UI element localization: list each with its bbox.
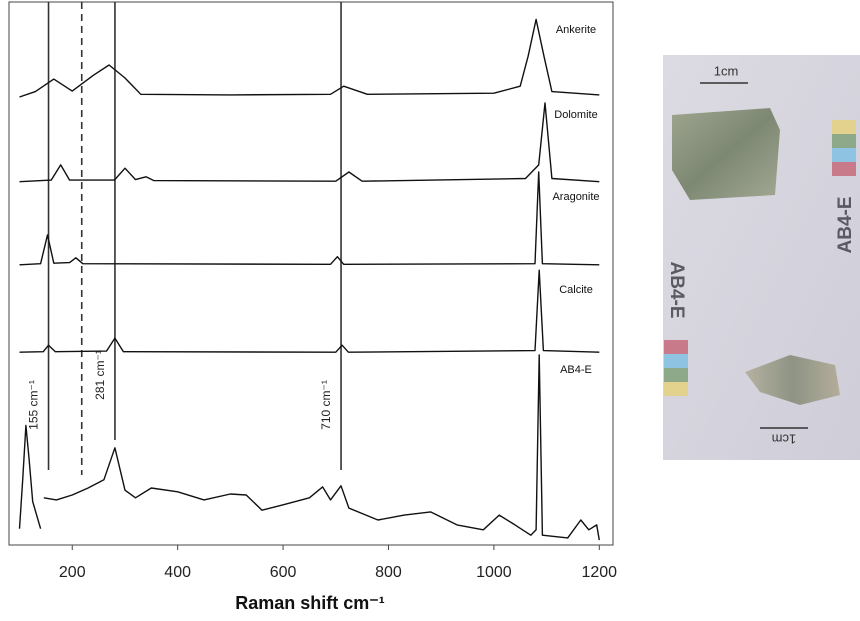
scale-label: 1cm	[714, 63, 739, 78]
sample-stone	[745, 355, 840, 405]
spectrum-line	[19, 171, 600, 266]
color-patch	[832, 162, 856, 176]
sample-label: AB4-E	[666, 261, 687, 318]
spectrum-line	[18, 354, 600, 541]
reference-label: 710 cm⁻¹	[319, 380, 333, 430]
plot-frame	[8, 1, 614, 546]
series-label: AB4-E	[560, 364, 592, 376]
photo: 1cm AB4-E AB4-E 1cm	[663, 55, 860, 460]
series-label: Ankerite	[556, 24, 596, 36]
x-tick-label: 800	[375, 564, 402, 581]
x-tick-label: 400	[164, 564, 191, 581]
scale-label: 1cm	[772, 432, 797, 447]
series-label: Aragonite	[552, 191, 599, 203]
x-tick-label: 200	[59, 564, 86, 581]
color-patch	[832, 120, 856, 134]
spectrum-line	[19, 18, 600, 98]
x-axis-title: Raman shift cm⁻¹	[235, 593, 385, 613]
reference-label: 155 cm⁻¹	[27, 380, 41, 430]
color-patch	[664, 368, 688, 382]
x-tick-label: 1000	[476, 564, 512, 581]
spectrum-line	[19, 269, 600, 353]
x-tick-label: 1200	[581, 564, 617, 581]
color-patch	[664, 340, 688, 354]
series-label: Calcite	[559, 284, 593, 296]
series-label: Dolomite	[554, 109, 597, 121]
color-patch	[664, 382, 688, 396]
color-patch	[664, 354, 688, 368]
sample-stone	[672, 108, 780, 200]
spectrum-line	[19, 102, 600, 183]
color-patch	[832, 134, 856, 148]
color-patch	[832, 148, 856, 162]
reference-label: 281 cm⁻¹	[93, 350, 107, 400]
sample-label: AB4-E	[835, 196, 856, 253]
x-tick-label: 600	[270, 564, 297, 581]
